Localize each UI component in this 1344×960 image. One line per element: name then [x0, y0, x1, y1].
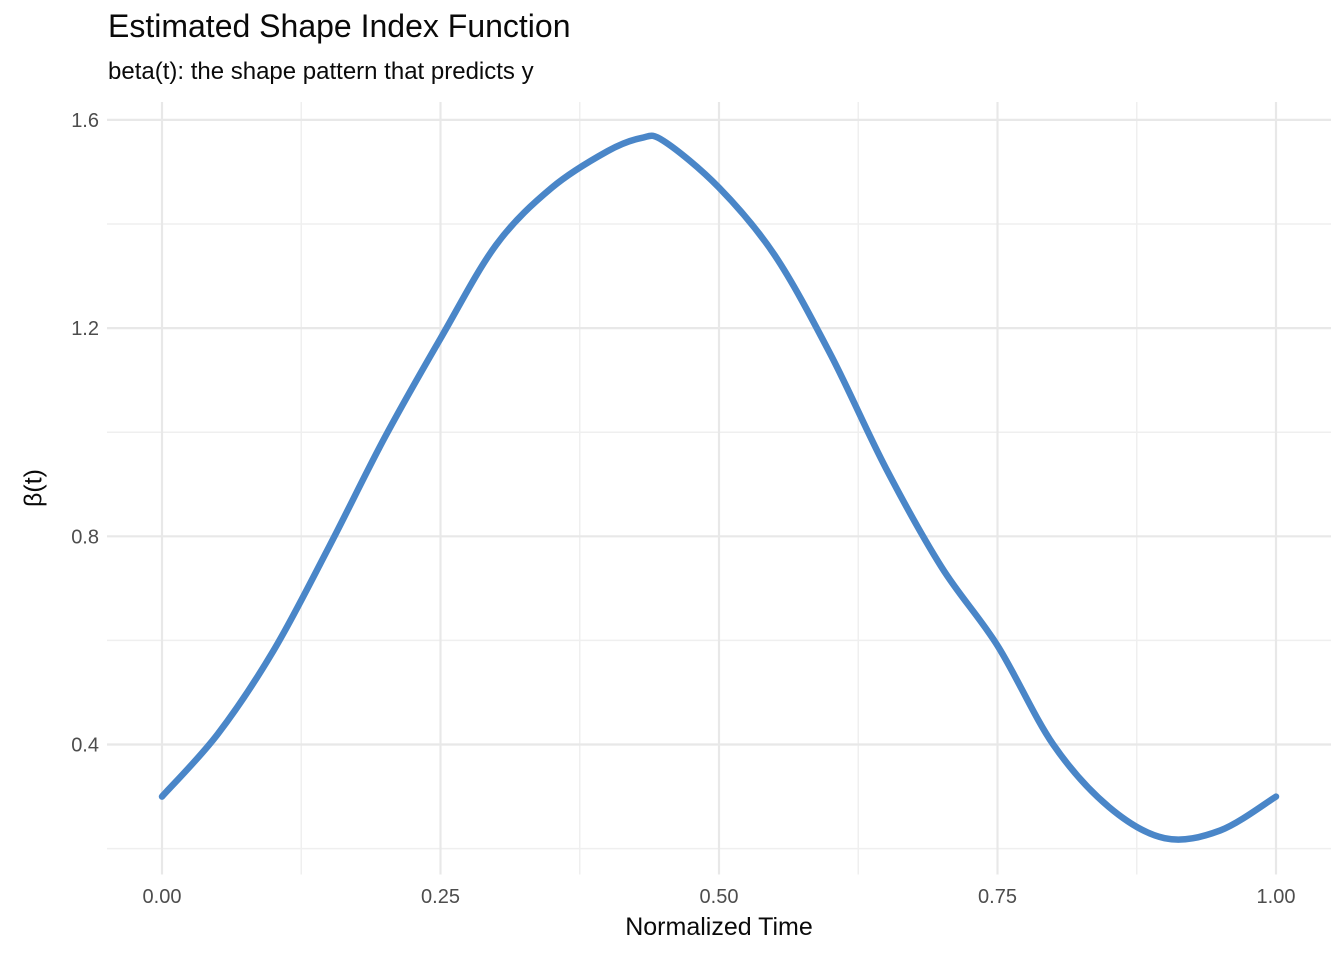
x-tick-label: 0.50 — [700, 886, 739, 908]
y-tick-label: 1.2 — [71, 318, 99, 340]
gridlines-major — [107, 102, 1331, 875]
series — [158, 132, 1280, 843]
y-tick-labels: 0.4 0.8 1.2 1.6 — [71, 110, 99, 757]
y-tick-label: 0.8 — [71, 526, 99, 548]
chart-subtitle: beta(t): the shape pattern that predicts… — [108, 58, 534, 85]
chart-title: Estimated Shape Index Function — [108, 8, 571, 44]
y-tick-label: 0.4 — [71, 735, 99, 757]
x-tick-label: 0.75 — [978, 886, 1017, 908]
x-axis-title: Normalized Time — [625, 913, 813, 941]
x-tick-labels: 0.00 0.25 0.50 0.75 1.00 — [143, 886, 1296, 908]
x-tick-label: 0.25 — [421, 886, 460, 908]
beta-curve-line — [158, 132, 1280, 843]
y-axis-title: β(t) — [19, 469, 48, 507]
x-tick-label: 1.00 — [1257, 886, 1296, 908]
y-tick-label: 1.6 — [71, 110, 99, 132]
x-tick-label: 0.00 — [143, 886, 182, 908]
